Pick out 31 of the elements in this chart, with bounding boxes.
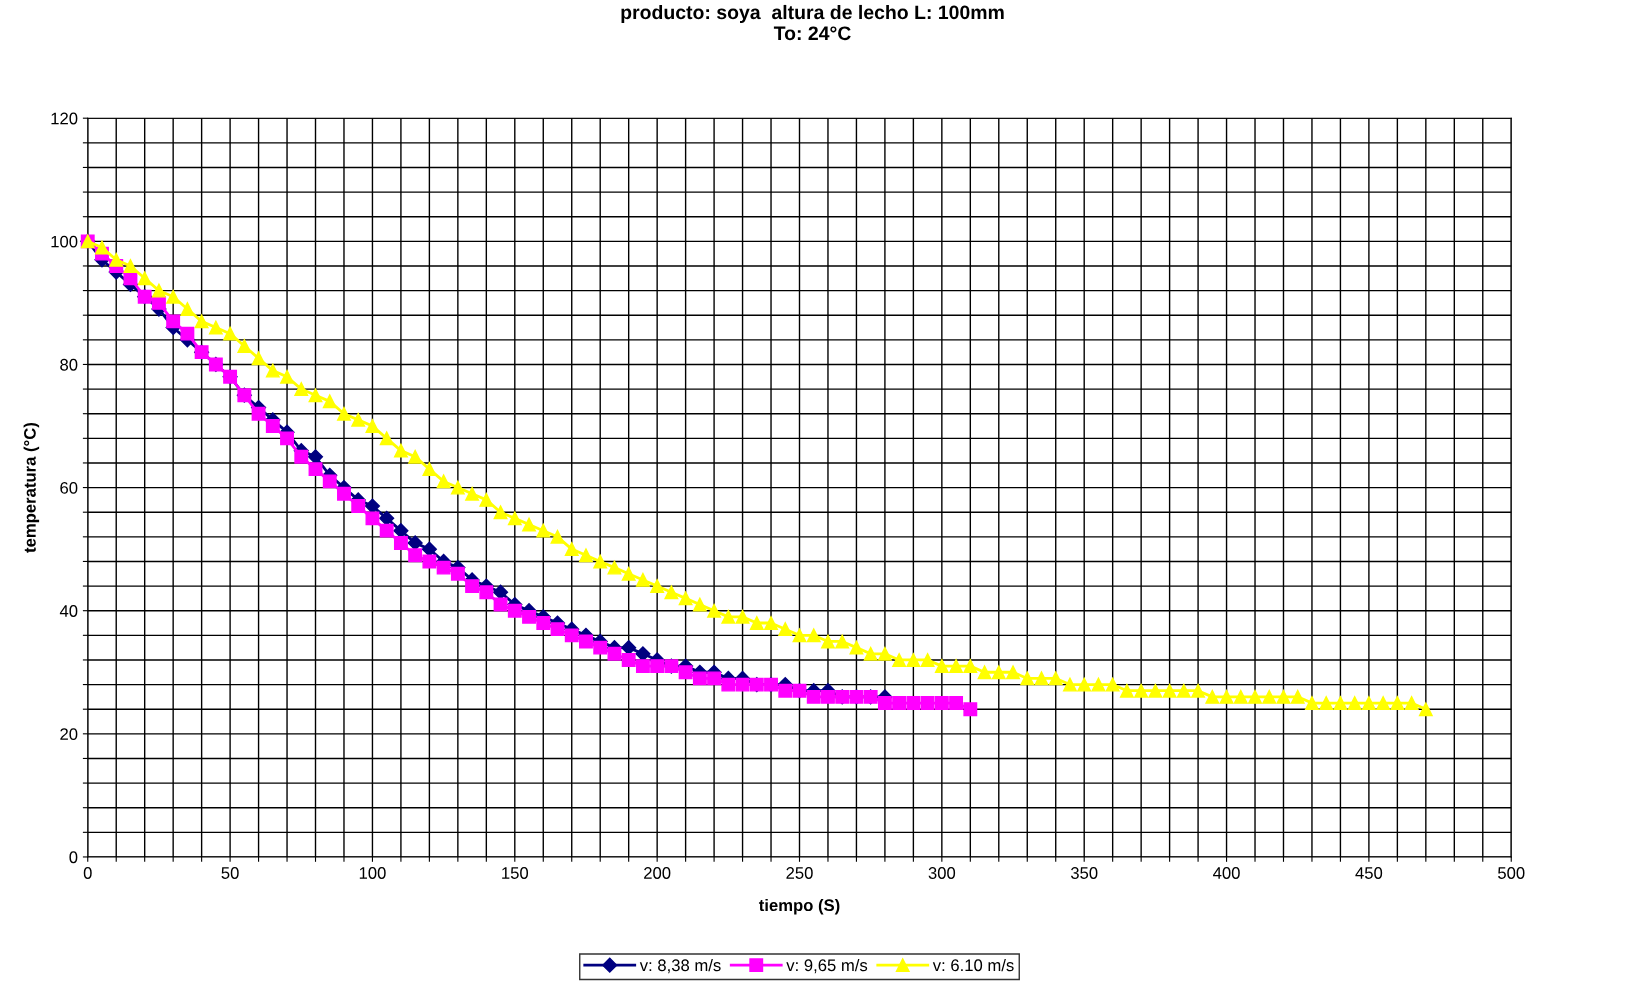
y-tick-label: 60 (60, 481, 78, 494)
x-tick-label: 100 (359, 867, 386, 879)
point (307, 449, 324, 465)
y-tick-label: 20 (60, 728, 78, 741)
point (492, 584, 509, 600)
point (364, 498, 381, 514)
x-tick-label: 350 (1070, 867, 1098, 879)
y-axis-title: temperatura (°C) (23, 423, 40, 553)
x-tick-label: 400 (1213, 867, 1240, 879)
x-tick-label: 0 (83, 867, 92, 879)
y-tick-label: 100 (51, 235, 78, 248)
x-tick-label: 150 (502, 867, 529, 879)
legend-label: v: 8,38 m/s (639, 958, 721, 974)
x-tick-label: 250 (786, 867, 813, 879)
y-tick-label: 80 (60, 358, 78, 371)
legend-label: v: 6.10 m/s (932, 958, 1014, 972)
point (635, 646, 651, 662)
y-tick-label: 120 (51, 112, 78, 125)
point (421, 541, 437, 557)
y-tick-label: 40 (59, 605, 78, 617)
x-tick-label: 500 (1498, 867, 1525, 879)
x-axis-title: tiempo (S) (758, 898, 840, 915)
chart-title: producto: soya altura de lecho L: 100mm To: 24°C (621, 4, 1004, 41)
x-tick-label: 300 (928, 867, 956, 879)
x-tick-label: 450 (1355, 867, 1383, 879)
y-tick-label: 0 (69, 851, 78, 864)
x-tick-label: 200 (644, 867, 671, 879)
point (407, 535, 423, 551)
x-tick-label: 50 (221, 867, 239, 879)
legend-label: v: 9,65 m/s (786, 958, 868, 974)
point (379, 510, 395, 526)
